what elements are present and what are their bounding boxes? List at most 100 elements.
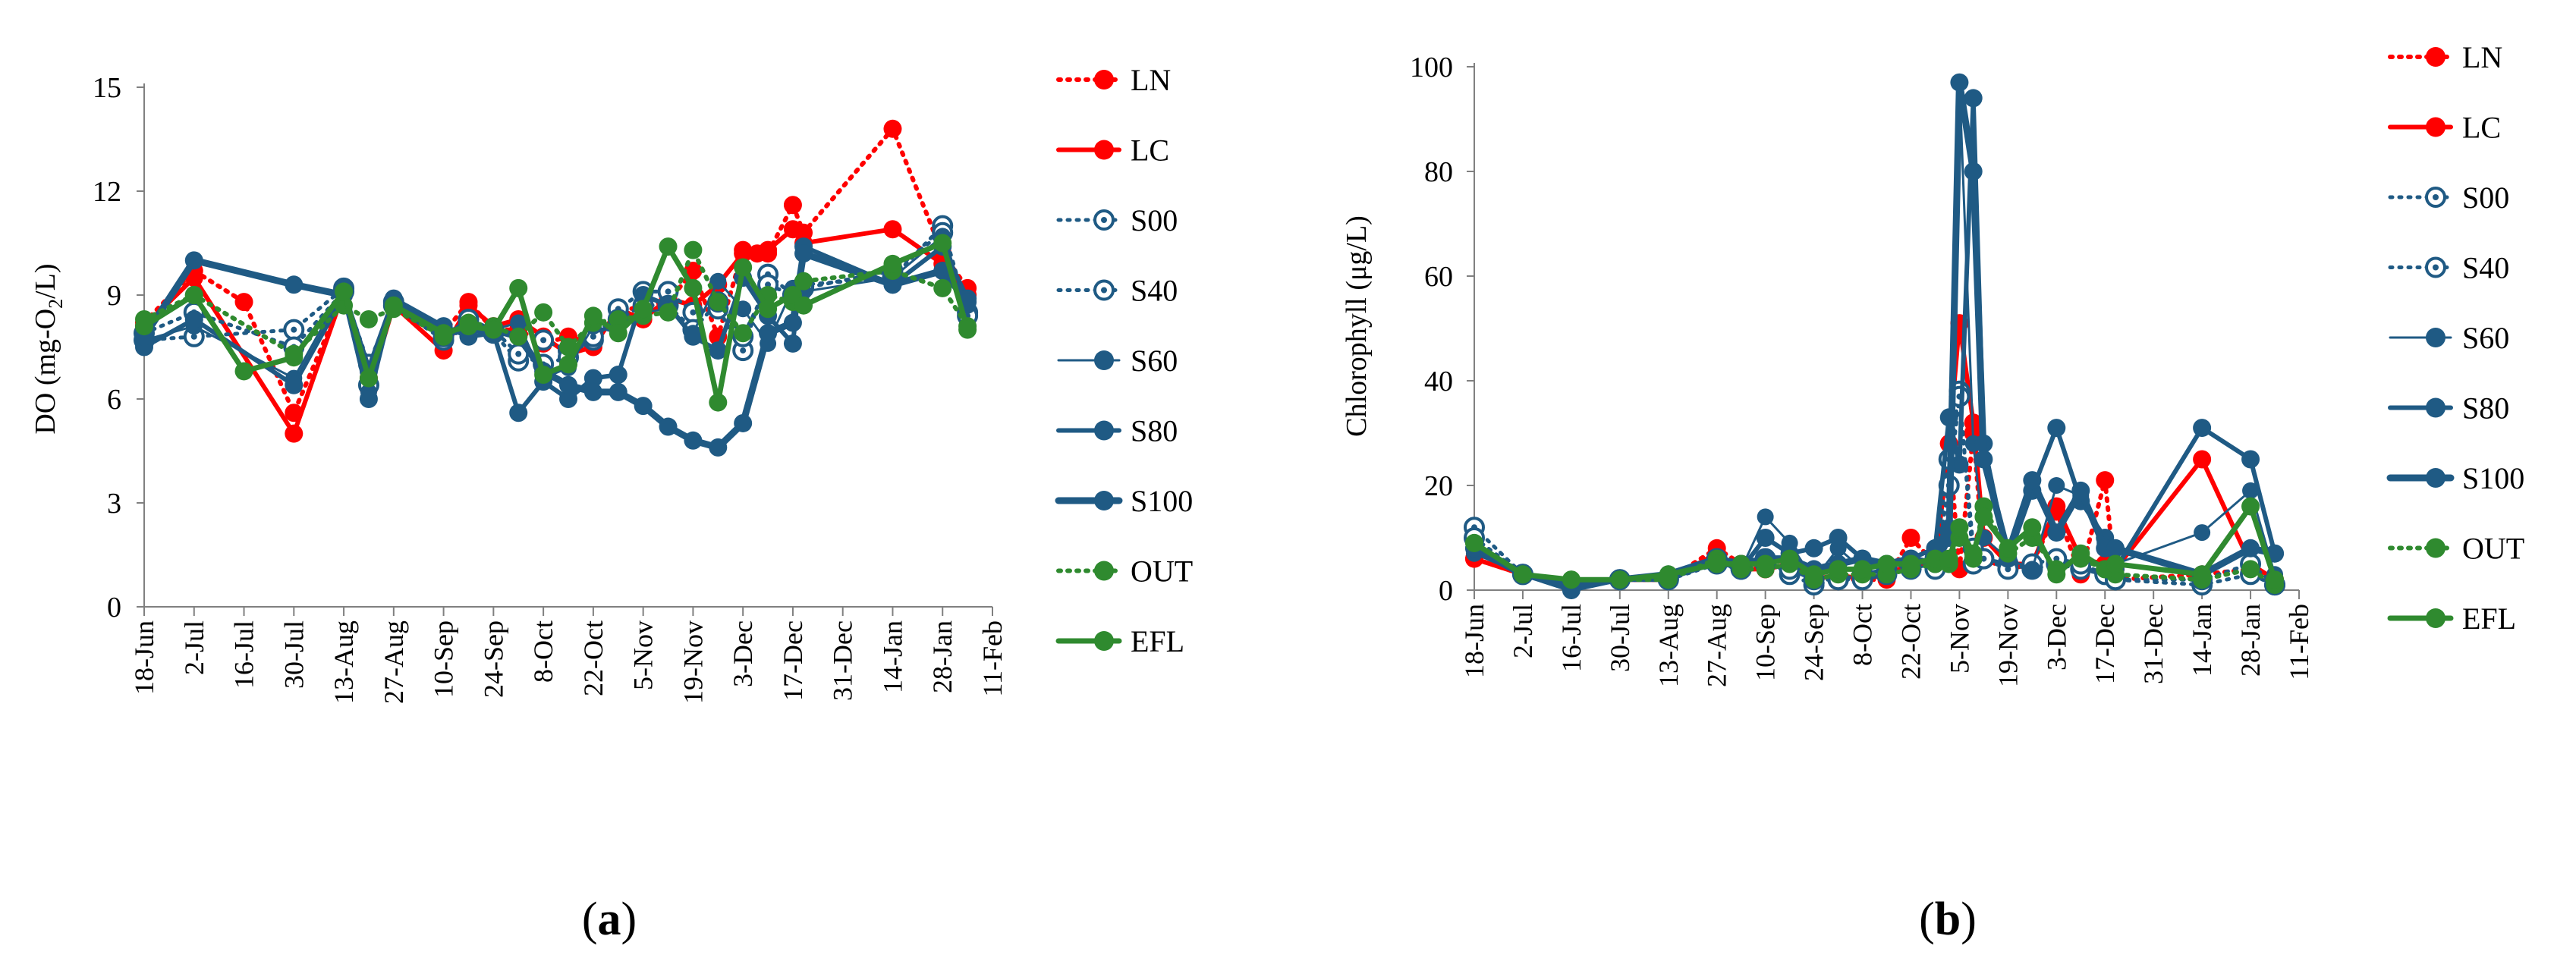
chart-b-caption-close: ) (1961, 894, 1977, 945)
chart-b-ytick-label: 20 (1424, 470, 1453, 502)
chart-a-xtick-label: 30-Jul (278, 620, 309, 689)
chart-a-point-s80 (609, 366, 627, 385)
chart-b-xtick-label: 10-Sep (1750, 604, 1781, 681)
chart-b-point-out (2241, 560, 2260, 579)
chart-a-xtick-label: 17-Dec (778, 620, 808, 701)
chart-b-ytick-label: 0 (1439, 575, 1453, 607)
chart-a-xtick-label: 28-Jan (927, 620, 958, 693)
chart-b-xtick-label: 14-Jan (2187, 604, 2217, 677)
chart-b-point-s80 (1804, 539, 1823, 558)
chart-b-point-efl (2266, 570, 2285, 589)
chart-b-point-efl (1780, 549, 1799, 568)
chart-a-xtick-label: 3-Dec (728, 620, 758, 687)
chart-b-point-efl (2047, 565, 2066, 584)
chart-a-point-ln (234, 293, 253, 312)
chart-a-ytick-label: 6 (107, 384, 121, 416)
chart-a-legend-marker (1094, 350, 1114, 370)
chart-a-point-lc (783, 220, 802, 239)
chart-b-legend-label: S60 (2462, 321, 2509, 355)
chart-a-point-out (534, 303, 553, 322)
chart-b-point-s60 (2194, 524, 2211, 542)
chart-b-point-efl (2241, 497, 2260, 516)
chart-b-legend-marker (2426, 608, 2445, 628)
chart-b-legend-item-s100: S100 (2386, 461, 2524, 495)
chart-a-caption-letter: a (598, 894, 621, 945)
chart-b-legend-item-s00: S00 (2388, 181, 2509, 215)
chart-b-point-efl (2193, 565, 2212, 584)
chart-a-legend-marker (1094, 561, 1114, 581)
chart-a-legend-label: LN (1131, 63, 1171, 97)
chart-a-point-efl (609, 324, 627, 343)
chart-b-series-lc (1465, 314, 2285, 595)
chart-a-legend-item-s60: S60 (1057, 344, 1178, 378)
chart-a-legend-marker (1094, 491, 1114, 510)
chart-a-point-out (609, 309, 627, 328)
chart-a-xtick-label: 16-Jul (229, 620, 259, 689)
chart-b-point-efl (1999, 539, 2018, 558)
chart-b-point-efl (1562, 570, 1581, 589)
chart-a-ytick-label: 0 (107, 592, 121, 623)
chart-b-point-efl (1853, 560, 1872, 579)
chart-a-point-s60 (709, 272, 727, 290)
chart-a-point-efl (659, 237, 678, 256)
chart-a-point-lc (734, 244, 753, 263)
chart-b-ytick-label: 80 (1424, 156, 1453, 188)
chart-a-point-lc (759, 240, 778, 259)
chart-b-xtick-label: 22-Oct (1895, 604, 1926, 680)
chart-b-point-ln (1901, 529, 1920, 547)
chart-a-point-s60 (510, 314, 527, 331)
chart-b-point-efl (1804, 565, 1823, 584)
chart-a-point-s80 (583, 369, 602, 388)
chart-a-point-efl (285, 348, 304, 367)
chart-b-caption-open: ( (1919, 894, 1935, 945)
chart-a-point-core-s00 (740, 347, 747, 354)
chart-b-legend-marker (2426, 397, 2445, 418)
chart-a-point-core-s00 (291, 326, 297, 333)
chart-a-point-s100 (583, 382, 602, 401)
chart-b-series-s100 (1465, 73, 2285, 595)
chart-a-xtick-label: 10-Sep (429, 620, 459, 698)
chart-a-point-s100 (734, 413, 753, 432)
chart-b-point-s80 (1829, 529, 1848, 547)
chart-b-point-efl (1939, 549, 1958, 568)
chart-a-xtick-label: 11-Feb (977, 620, 1008, 697)
chart-b-xtick-label: 28-Jan (2235, 604, 2266, 677)
chart-b-line-efl (1471, 504, 2278, 583)
chart-a-point-lc (285, 424, 304, 443)
chart-a-caption: (a) (582, 894, 637, 945)
chart-a-legend-label: S80 (1131, 414, 1178, 448)
chart-a-point-efl (634, 300, 653, 319)
chart-b-caption: (b) (1919, 894, 1977, 945)
chart-b-xtick-label: 18-Jun (1459, 604, 1489, 678)
chart-a-point-efl (883, 254, 902, 273)
chart-a-legend-label: S100 (1131, 484, 1193, 518)
chart-b-series-efl (1465, 497, 2285, 589)
chart-a-point-s80 (509, 404, 528, 422)
chart-b-point-efl (1659, 565, 1678, 584)
chart-a-point-efl (583, 306, 602, 325)
chart-b-point-efl (1974, 507, 1993, 526)
chart-a-legend-item-efl: EFL (1055, 624, 1184, 658)
chart-b-legend-label: LC (2462, 111, 2501, 145)
chart-a-legend-label: OUT (1131, 554, 1193, 589)
chart-a-legend-item-s00: S00 (1056, 203, 1178, 237)
chart-b-point-s80 (1964, 89, 1983, 108)
chart-a-xtick-label: 31-Dec (828, 620, 858, 701)
chart-a-point-out (509, 327, 528, 346)
chart-a-point-s100 (659, 417, 678, 436)
chart-a-xtick-label: 27-Aug (379, 620, 409, 704)
chart-b-ytick-label: 100 (1410, 52, 1453, 83)
chart-a-legend-label: EFL (1131, 624, 1184, 658)
chart-b-legend-label: S80 (2462, 391, 2509, 426)
chart-a-ylabel-post: /L) (30, 263, 61, 298)
chart-a-point-efl (459, 317, 478, 336)
chart-a-point-efl (684, 278, 703, 297)
chart-b-ytick-label: 40 (1424, 366, 1453, 397)
chart-b-legend-label: LN (2462, 40, 2502, 74)
chart-a-xtick-label: 24-Sep (478, 620, 508, 698)
chart-a-point-efl (933, 234, 952, 253)
chart-b-legend-item-out: OUT (2388, 532, 2524, 566)
chart-a-point-s80 (184, 309, 203, 328)
chart-b-line-s40 (1472, 394, 2277, 587)
chart-b-ylabel: Chlorophyll (μg/L) (1341, 215, 1373, 437)
